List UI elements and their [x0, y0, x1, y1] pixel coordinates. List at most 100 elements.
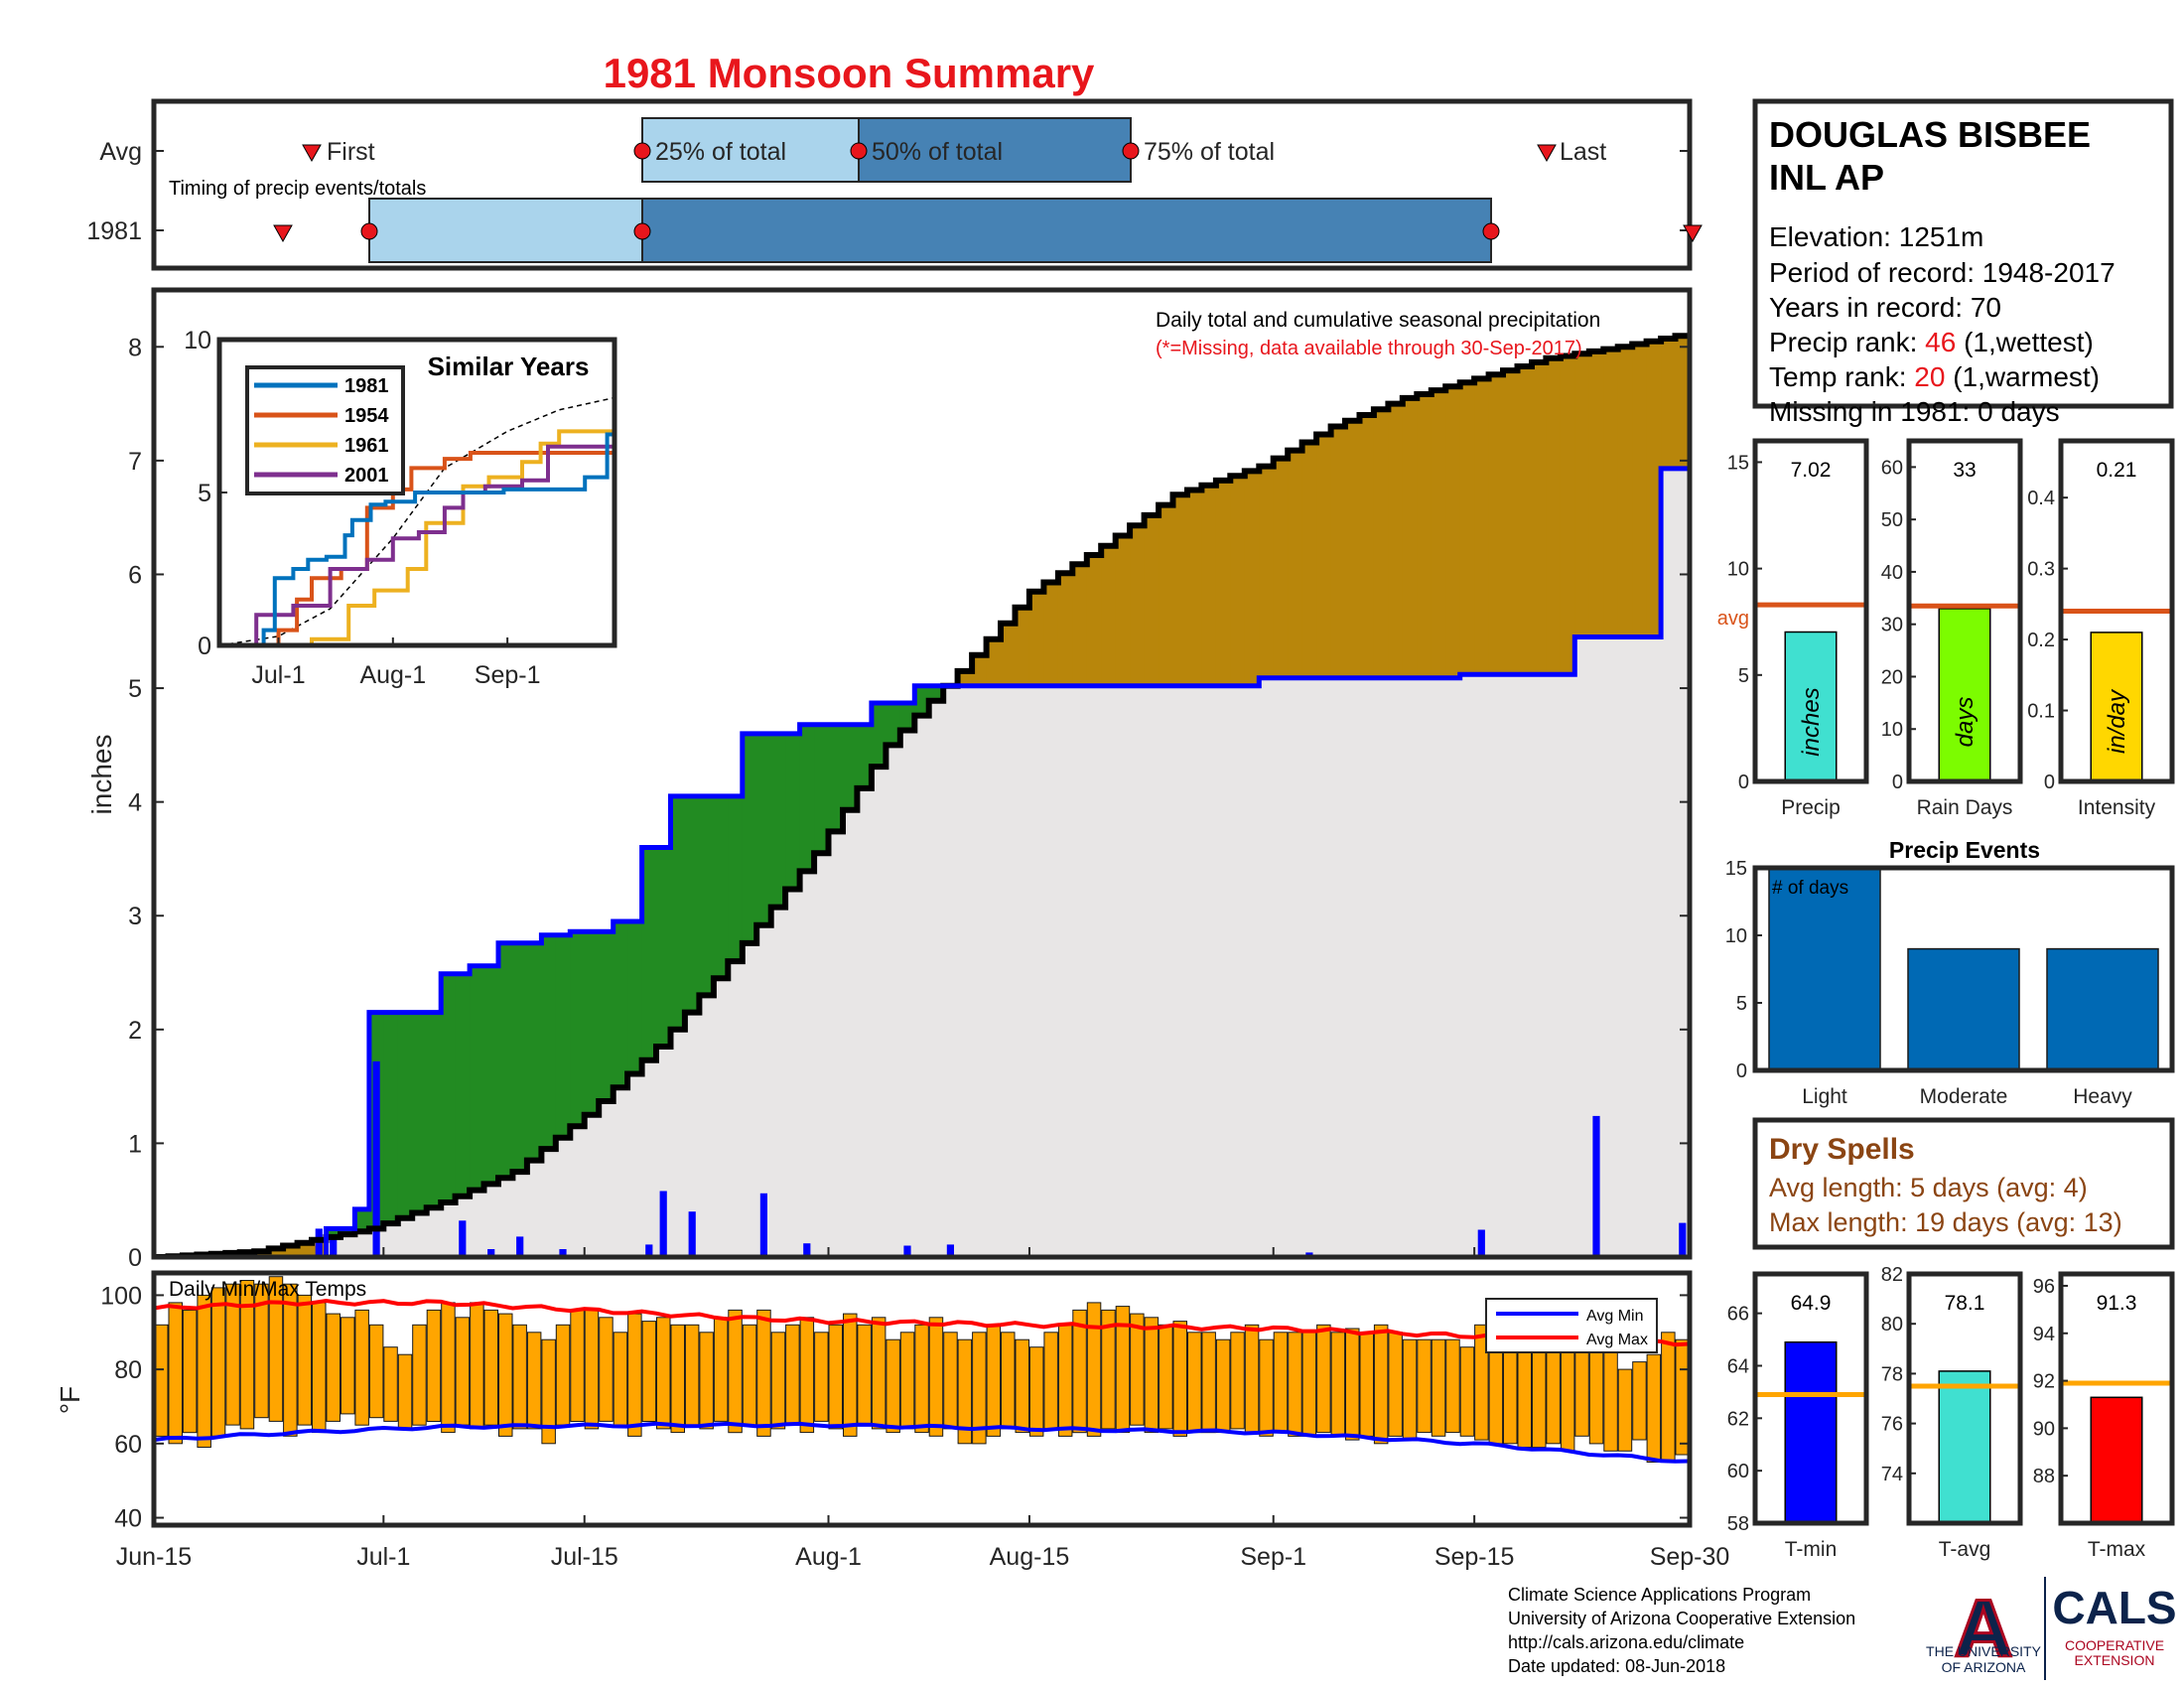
intensity-panel-unit: in/day [2104, 688, 2130, 754]
inset-series-2001 [220, 444, 614, 643]
temp-range-bar [283, 1283, 298, 1437]
temp-range-bar [1316, 1324, 1331, 1434]
temp-ylabel: °F [55, 1386, 85, 1414]
ua-logo-line2: OF ARIZONA [1942, 1659, 2026, 1675]
below-average-fill [957, 670, 973, 686]
above-average-fill [928, 685, 944, 701]
inset-series-1954 [220, 431, 614, 643]
rain-days-panel-label: Rain Days [1917, 796, 2013, 819]
last-marker-1981 [1683, 224, 1703, 243]
tmin-panel-value: 64.9 [1791, 1292, 1832, 1315]
precip-panel-bar [1784, 631, 1838, 782]
below-average-fill [1015, 607, 1030, 686]
temp-range-bar [1288, 1332, 1302, 1437]
temp-range-bar [1230, 1332, 1245, 1430]
temp-range-bar [871, 1317, 887, 1430]
intensity-panel-value: 0.21 [2097, 459, 2137, 482]
x-tick-label: Sep-1 [1240, 1543, 1306, 1571]
precip-panel-value: 7.02 [1791, 459, 1832, 482]
precip-events-tick-label: 5 [1736, 993, 1747, 1015]
below-average-fill [1459, 382, 1475, 675]
below-average-fill [1001, 623, 1017, 686]
daily-precip-bar [645, 1244, 653, 1256]
precip-events-bar [1907, 947, 2020, 1071]
main-annotation: Daily total and cumulative seasonal prec… [1156, 309, 1600, 332]
daily-precip-bar [372, 1060, 380, 1256]
temp-range-bar [383, 1346, 398, 1422]
temp-range-bar [1301, 1332, 1317, 1437]
tavg-panel-value: 78.1 [1945, 1292, 1985, 1315]
above-average-fill [699, 795, 715, 996]
cumulative-base-area [326, 468, 1689, 1256]
q50-label: 50% of total [872, 138, 1003, 166]
intensity-panel-bar [2090, 632, 2143, 782]
rain-days-panel-unit: days [1952, 697, 1979, 748]
below-average-fill [1373, 409, 1389, 678]
below-average-fill [1187, 490, 1203, 686]
dry-spells-frame [1752, 1117, 2175, 1250]
above-average-fill [713, 795, 729, 979]
x-tick-label: Jun-15 [116, 1543, 192, 1571]
above-average-fill [541, 934, 557, 1150]
below-average-fill [1330, 426, 1346, 678]
footer-line2: University of Arizona Cooperative Extens… [1508, 1609, 1855, 1628]
temp-range-bar [455, 1317, 471, 1426]
tavg-panel-tick-label: 80 [1881, 1314, 1903, 1336]
tmax-panel-tick-label: 96 [2033, 1276, 2055, 1298]
footer-line1: Climate Science Applications Program [1508, 1585, 1811, 1605]
temp-range-bar [1215, 1338, 1231, 1434]
temp-range-bar [957, 1338, 973, 1445]
temp-range-bar [254, 1283, 269, 1419]
main-ytick-label: 7 [128, 448, 142, 476]
x-tick-label: Aug-15 [990, 1543, 1070, 1571]
cals-sub2: EXTENSION [2075, 1652, 2155, 1668]
temp-range-bar [1474, 1324, 1489, 1441]
below-average-fill [1230, 476, 1246, 686]
temp-range-bar [239, 1280, 255, 1430]
temp-range-bar [670, 1324, 685, 1434]
above-average-fill [742, 733, 757, 943]
ua-logo-line1: THE UNIVERSITY [1926, 1643, 2042, 1659]
temp-range-bar [1086, 1302, 1102, 1437]
below-average-fill [1159, 504, 1174, 686]
above-average-fill [412, 1012, 428, 1213]
temp-range-bar [426, 1309, 442, 1423]
intensity-panel-tick-label: 0.4 [2027, 488, 2055, 509]
tavg-panel: 74 76 78 80 82 78.1 T-avg [1881, 1264, 2023, 1561]
intensity-panel: 0 0.1 0.2 0.3 0.4 0.21 Intensity in/day [2027, 438, 2175, 819]
below-average-fill [1086, 555, 1102, 686]
q50-marker-1981 [633, 222, 651, 240]
daily-precip-bar [1477, 1229, 1485, 1256]
inset-legend-label: 1954 [344, 405, 389, 427]
temp-range-bar [354, 1309, 369, 1426]
footer-line4: Date updated: 08-Jun-2018 [1508, 1656, 1725, 1676]
below-average-fill [972, 654, 988, 686]
above-average-fill [641, 847, 657, 1060]
below-average-fill [1028, 591, 1044, 686]
tmin-panel-tick-label: 66 [1727, 1304, 1749, 1326]
main-ylabel: inches [86, 735, 117, 815]
main-precip-chart: 0 1 2 3 4 5 6 7 8 Daily total and cumulative sea… [86, 287, 1693, 1272]
temp-legend [1485, 1298, 1658, 1353]
page-title: 1981 Monsoon Summary [603, 50, 1095, 96]
precip-panel-avg-label: avg [1717, 608, 1749, 630]
station-missing: Missing in 1981: 0 days [1769, 396, 2060, 427]
below-average-fill [1532, 361, 1548, 675]
daily-precip-bar [487, 1249, 495, 1256]
main-ytick-label: 1 [128, 1130, 142, 1158]
temp-range-bar [1560, 1346, 1575, 1452]
daily-precip-bar [1305, 1252, 1313, 1256]
intensity-panel-tick-label: 0.3 [2027, 559, 2055, 581]
below-average-fill [1488, 374, 1504, 675]
temp-frame [151, 1270, 1693, 1528]
main-ytick-label: 5 [128, 675, 142, 703]
temp-ytick-label: 80 [114, 1356, 142, 1384]
precip-events-category: Heavy [2073, 1085, 2132, 1108]
inset-series-1961 [220, 422, 614, 643]
tmax-panel-bar [2090, 1396, 2143, 1524]
main-ytick-label: 3 [128, 903, 142, 930]
above-average-fill [684, 795, 700, 1013]
precip-panel-frame [1752, 438, 1869, 784]
similar-years-inset: 0 5 10 Jul-1 Aug-1 Sep-1 Similar Years 1981 19… [184, 327, 617, 689]
